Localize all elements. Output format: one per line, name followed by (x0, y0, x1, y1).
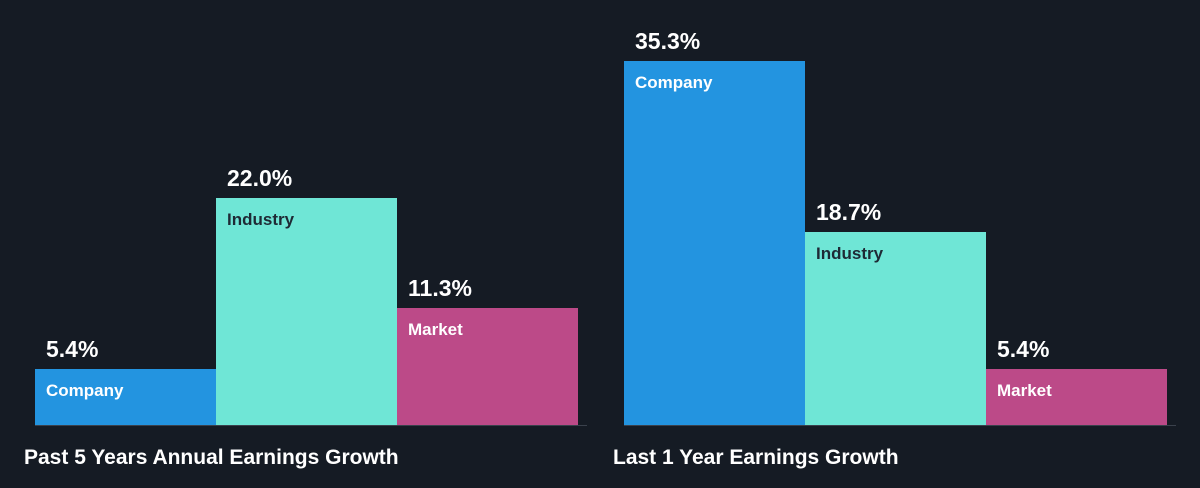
bar-label-market-panel-1: Market (997, 381, 1052, 400)
bar-label-industry-panel-0: Industry (227, 210, 295, 229)
value-label-company-panel-1: 35.3% (635, 28, 700, 54)
bar-company-panel-1 (624, 61, 805, 425)
bar-market-panel-1 (986, 369, 1167, 425)
panel-title-last-1-year: Last 1 Year Earnings Growth (613, 446, 899, 469)
bar-label-company-panel-1: Company (635, 73, 713, 92)
bar-market-panel-0 (397, 308, 578, 425)
bar-company-panel-0 (35, 369, 216, 425)
value-label-company-panel-0: 5.4% (46, 336, 98, 362)
bar-industry-panel-1 (805, 232, 986, 425)
bar-label-industry-panel-1: Industry (816, 244, 884, 263)
value-label-market-panel-0: 11.3% (408, 275, 472, 301)
panel-title-past-5-years: Past 5 Years Annual Earnings Growth (24, 446, 399, 469)
value-label-industry-panel-0: 22.0% (227, 165, 292, 191)
panel-last-1-year: Last 1 Year Earnings Growth 35.3% Company… (613, 28, 1176, 469)
value-label-market-panel-1: 5.4% (997, 336, 1049, 362)
bar-label-company-panel-0: Company (46, 381, 124, 400)
bar-label-market-panel-0: Market (408, 320, 463, 339)
panel-past-5-years: Past 5 Years Annual Earnings Growth 5.4%… (24, 165, 587, 469)
bar-industry-panel-0 (216, 198, 397, 425)
value-label-industry-panel-1: 18.7% (816, 199, 881, 225)
